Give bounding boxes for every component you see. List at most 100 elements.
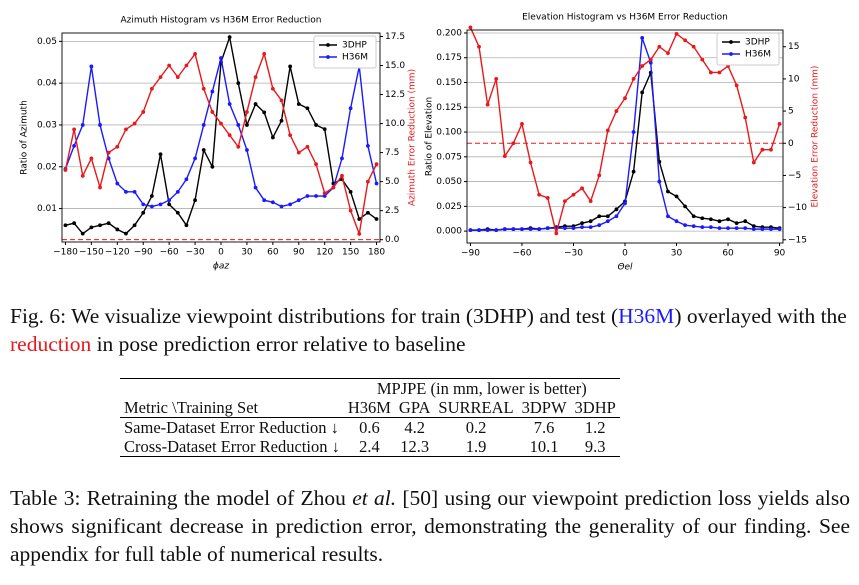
data-point [691, 224, 696, 229]
data-point [605, 219, 610, 224]
data-point [296, 150, 301, 155]
data-point [648, 57, 653, 62]
table-cell: 4.2 [404, 418, 425, 437]
data-point [477, 228, 481, 233]
caption-text: et al. [352, 486, 397, 510]
data-point [708, 217, 713, 222]
y-tick-label: 0.03 [37, 120, 57, 130]
data-point [279, 118, 284, 123]
y-tick-label: 0.075 [436, 152, 462, 162]
data-point [485, 228, 490, 233]
data-point [366, 179, 370, 184]
data-point [751, 160, 756, 165]
data-point [115, 227, 120, 232]
data-point [89, 156, 94, 161]
data-point [743, 226, 748, 231]
data-point [734, 83, 739, 88]
x-tick-label: −30 [186, 248, 205, 258]
data-point [683, 223, 688, 228]
legend-label: 3DHP [342, 41, 367, 51]
data-point [528, 227, 533, 232]
data-point [288, 133, 293, 138]
data-point [657, 179, 662, 184]
x-axis-label: Θel [617, 263, 633, 273]
data-point [210, 89, 215, 94]
data-point [167, 63, 172, 68]
table-row: Same-Dataset Error Reduction ↓ 0.6 4.2 0.2 7… [120, 418, 620, 438]
legend-marker [326, 55, 330, 59]
x-tick-label: −180 [53, 248, 78, 258]
data-point [72, 221, 76, 226]
caption-text: [50] using our viewpoint prediction loss… [10, 486, 851, 566]
group-header: MPJPE (in mm, lower is better) [343, 378, 620, 398]
data-point [141, 210, 146, 215]
y-axis-label: Ratio of Elevation [425, 97, 435, 176]
table-cell: 9.3 [570, 437, 620, 457]
caption-text: reduction [10, 332, 92, 356]
y-tick-label: 0.100 [436, 128, 462, 138]
data-point [262, 52, 267, 56]
table-cell [120, 378, 344, 398]
y2-tick-label: 5.0 [385, 177, 400, 187]
data-point [502, 154, 507, 159]
data-point [477, 44, 481, 49]
table-cell: Same-Dataset Error Reduction ↓ [124, 418, 339, 437]
data-point [348, 189, 353, 194]
data-point [494, 228, 499, 233]
x-tick-label: 180 [368, 248, 385, 258]
data-point [314, 194, 318, 198]
data-point [296, 102, 301, 106]
data-point [674, 31, 679, 36]
y-tick-label: 0.01 [37, 204, 57, 214]
data-point [72, 143, 76, 148]
data-point [201, 86, 206, 91]
data-point [666, 189, 670, 194]
chart-title: Elevation Histogram vs H36M Error Reduct… [522, 13, 728, 23]
y-tick-label: 0.04 [37, 79, 57, 89]
data-point [545, 226, 550, 231]
series-line [64, 57, 378, 208]
data-point [262, 198, 267, 203]
data-point [734, 221, 739, 226]
y-tick-label: 0.02 [37, 162, 57, 172]
caption-text: in pose prediction error relative to bas… [91, 332, 466, 356]
data-point [708, 225, 713, 230]
data-point [63, 168, 68, 172]
data-point [63, 223, 68, 228]
data-point [236, 81, 241, 86]
table-cell: 0.2 [465, 418, 487, 437]
data-point [167, 202, 172, 207]
data-point [657, 44, 662, 49]
y2-tick-label: 2.5 [385, 206, 399, 216]
data-point [554, 231, 559, 236]
data-point [348, 208, 353, 213]
caption-text: H36M [618, 304, 675, 328]
data-point [631, 169, 636, 174]
data-point [760, 227, 765, 232]
y-tick-label: 0.200 [436, 28, 462, 38]
x-tick-label: −60 [512, 249, 531, 259]
data-point [520, 122, 524, 126]
data-point [314, 123, 318, 127]
data-point [734, 226, 739, 231]
figure-caption: Fig. 6: We visualize viewpoint distribut… [10, 302, 850, 358]
data-point [89, 64, 94, 69]
data-point [210, 164, 215, 169]
table-cell: 2.4 [343, 437, 395, 457]
data-point [726, 226, 730, 231]
y-tick-label: 0.05 [37, 37, 57, 47]
data-point [72, 127, 76, 132]
data-point [357, 217, 362, 221]
header-cell: SURREAL [434, 398, 518, 418]
y-tick-label: 0.025 [436, 202, 462, 212]
header-cell: 3DPW [517, 398, 571, 418]
legend-marker [729, 52, 733, 56]
y2-tick-label: 5 [788, 107, 794, 117]
data-point [717, 70, 722, 75]
data-point [253, 75, 258, 80]
legend-label: H36M [745, 50, 771, 60]
data-point [106, 221, 111, 226]
data-point [511, 227, 516, 232]
data-point [769, 227, 773, 232]
